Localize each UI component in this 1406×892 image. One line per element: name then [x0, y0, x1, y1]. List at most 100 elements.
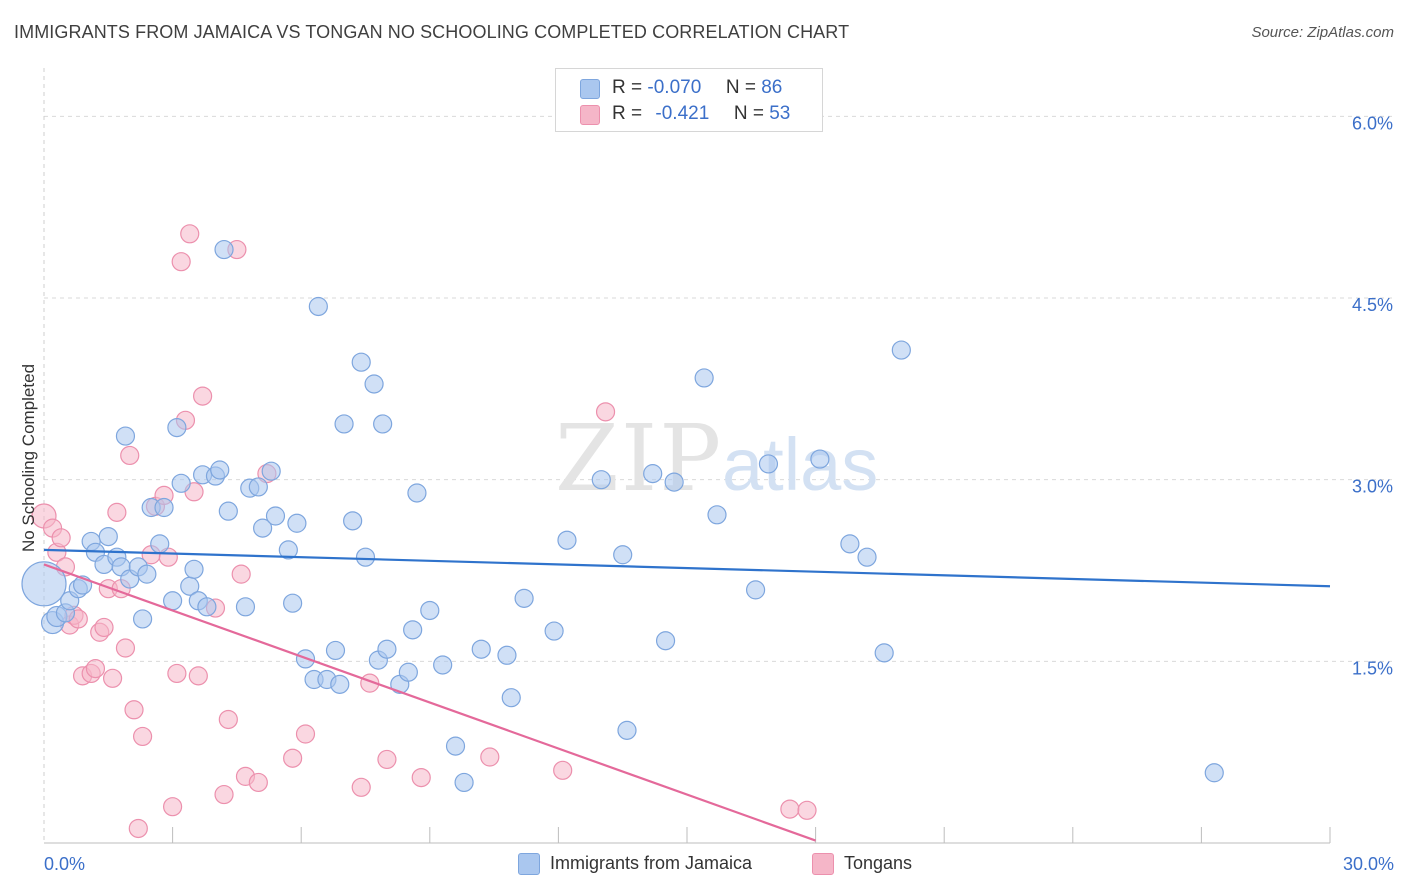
jamaica-point — [283, 593, 303, 613]
jamaica-point — [137, 564, 157, 584]
jamaica-point — [214, 239, 234, 260]
tongans-points — [31, 224, 817, 839]
jamaica-point — [617, 720, 637, 740]
tongan-point — [480, 747, 500, 767]
legend-n-value-jamaica: 86 — [761, 77, 783, 98]
watermark: ZIP atlas — [555, 405, 878, 512]
tongan-point — [780, 799, 800, 819]
tongan-point — [595, 402, 616, 422]
jamaica-point — [253, 518, 273, 538]
jamaica-point — [694, 368, 714, 388]
tongan-point — [94, 617, 114, 638]
jamaica-point — [471, 639, 491, 659]
jamaica-point — [591, 470, 611, 490]
tongan-point — [218, 709, 238, 730]
tick-labels: 1.5% 3.0% 4.5% 6.0% 0.0% 30.0% — [44, 113, 1394, 874]
tongan-point — [295, 724, 316, 744]
jamaica-point — [343, 511, 363, 531]
legend-swatch-jamaica — [580, 79, 600, 99]
jamaica-point — [445, 736, 466, 756]
legend-r-value-jamaica: -0.070 — [647, 77, 702, 98]
jamaica-point — [403, 620, 423, 640]
jamaica-point — [514, 588, 534, 608]
jamaica-point — [497, 645, 517, 665]
jamaica-point — [167, 417, 187, 438]
jamaica-point — [891, 340, 911, 360]
jamaica-point — [334, 414, 354, 434]
jamaica-point — [171, 473, 191, 493]
tongan-point — [107, 502, 127, 522]
legend-swatch-tongans — [580, 105, 600, 125]
chart-title: IMMIGRANTS FROM JAMAICA VS TONGAN NO SCH… — [14, 22, 850, 42]
jamaica-point — [132, 609, 153, 629]
jamaica-point — [154, 497, 174, 518]
jamaica-point — [454, 772, 474, 793]
axes — [43, 68, 1331, 844]
x-tick-label: 0.0% — [44, 854, 85, 874]
jamaica-point — [857, 547, 877, 567]
watermark-atlas: atlas — [722, 423, 878, 506]
source-label: Source: ZipAtlas.com — [1251, 24, 1394, 41]
bottom-legend-swatch-jamaica — [518, 853, 540, 875]
tongan-point — [167, 663, 187, 684]
bottom-legend-swatch-tongans — [812, 853, 834, 875]
tongan-point — [553, 760, 573, 780]
jamaica-point — [655, 631, 676, 651]
tongan-point — [102, 668, 123, 688]
tongan-point — [171, 252, 191, 272]
tongan-point — [248, 772, 268, 793]
legend-n-value-tongans: 53 — [769, 103, 791, 124]
y-tick-label: 4.5% — [1352, 295, 1393, 315]
legend-n-label: N = — [725, 77, 756, 98]
jamaica-point — [308, 296, 328, 317]
jamaica-point — [1204, 763, 1224, 783]
jamaica-point — [745, 580, 766, 600]
tongan-point — [124, 700, 144, 720]
jamaica-point — [557, 530, 577, 550]
y-tick-label: 3.0% — [1352, 477, 1393, 497]
tongan-trend-line — [43, 563, 816, 842]
y-tick-label: 1.5% — [1352, 658, 1393, 678]
jamaica-point — [287, 513, 307, 533]
tongan-point — [85, 658, 106, 679]
legend-n-label: N = — [733, 103, 764, 124]
watermark-zip: ZIP — [555, 405, 723, 512]
jamaica-point — [840, 534, 860, 554]
jamaica-point — [21, 561, 67, 607]
tongan-point — [283, 748, 303, 768]
jamaica-point — [98, 526, 118, 547]
tongan-point — [51, 528, 71, 548]
jamaica-point — [420, 600, 440, 621]
jamaica-point — [210, 460, 230, 480]
jamaica-point — [398, 662, 418, 682]
jamaica-point — [265, 506, 286, 526]
jamaica-point — [643, 464, 663, 484]
tongan-point — [351, 777, 371, 797]
jamaica-point — [874, 643, 894, 663]
jamaica-point — [758, 454, 779, 474]
jamaica-point — [407, 483, 427, 503]
tongan-point — [163, 797, 183, 817]
jamaica-point — [707, 505, 727, 525]
correlation-legend: R = -0.070 N = 86 R = -0.421 N = 53 — [555, 68, 823, 132]
tongan-point — [115, 638, 136, 658]
jamaica-points — [21, 239, 1224, 793]
jamaica-trend-line — [43, 548, 1331, 588]
legend-r-value-tongans: -0.421 — [655, 103, 710, 124]
jamaica-point — [355, 547, 376, 567]
jamaica-point — [810, 449, 830, 469]
jamaica-point — [261, 461, 281, 481]
jamaica-point — [664, 472, 684, 492]
jamaica-point — [364, 374, 384, 394]
trend-lines — [43, 548, 1331, 842]
jamaica-point — [613, 545, 633, 565]
tongan-point — [797, 800, 817, 820]
jamaica-point — [218, 501, 238, 521]
legend-r-label: R = — [612, 77, 643, 98]
bottom-legend-label-jamaica: Immigrants from Jamaica — [550, 853, 753, 873]
tongan-point — [231, 564, 251, 584]
jamaica-point — [325, 640, 346, 661]
tongan-point — [120, 445, 140, 466]
tongan-point — [411, 767, 431, 788]
